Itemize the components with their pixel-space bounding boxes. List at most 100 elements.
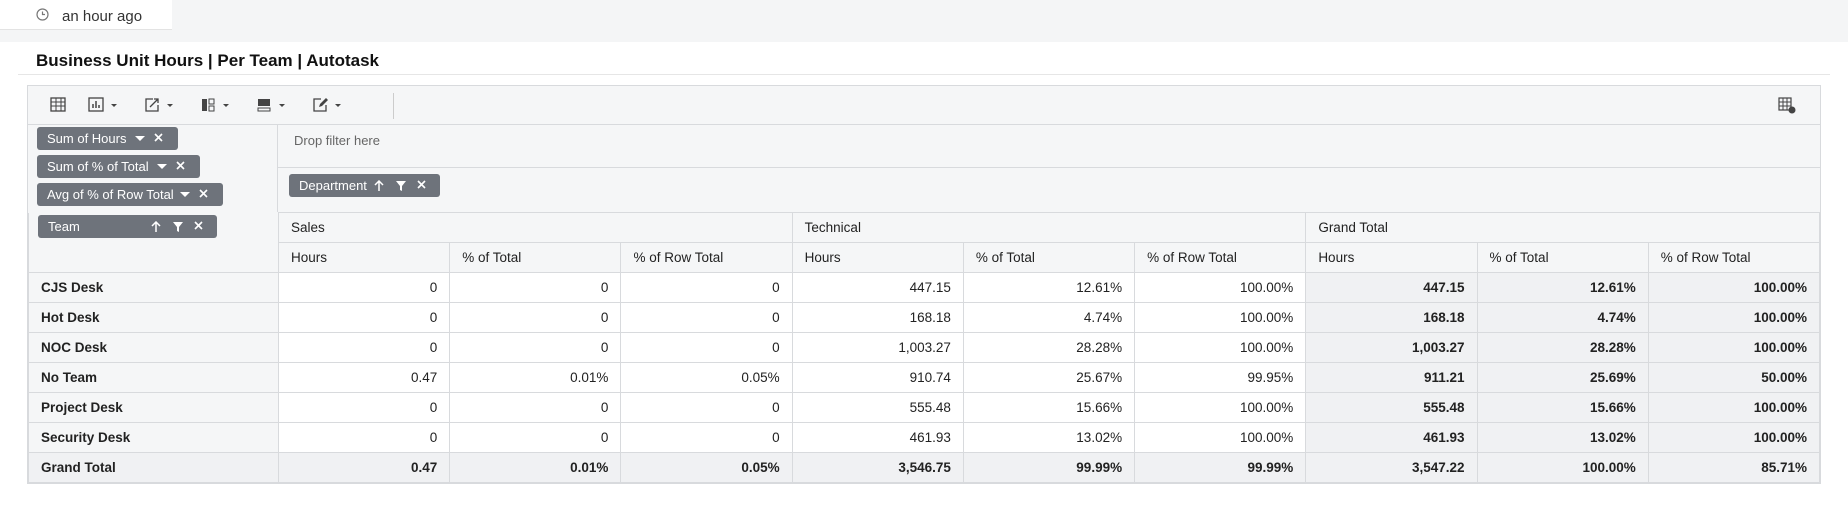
clock-icon (36, 8, 49, 21)
chip-icons (135, 133, 163, 142)
table-row: NOC Desk 0 0 0 1,003.27 28.28% 100.00% 1,003.27… (28, 332, 1821, 363)
column-header: % of Total (962, 242, 1136, 273)
table-row: CJS Desk 0 0 0 447.15 12.61% 100.00% 447.15 12.6… (28, 272, 1821, 303)
divider (18, 74, 1830, 75)
row-label: No Team (28, 362, 279, 393)
row-field-cell: Team (28, 212, 279, 273)
pivot-table: Team Sales Technical Grand Total Hours% of… (28, 212, 1821, 483)
cell: 25.67% (962, 362, 1136, 393)
settings-button[interactable] (1778, 96, 1796, 114)
value-field-chip[interactable]: Sum of % of Total (37, 155, 200, 178)
cell: 1,003.27 (791, 332, 964, 363)
cell: 0.47 (277, 452, 451, 483)
toolbar (28, 86, 1820, 125)
group-header: Grand Total (1305, 212, 1820, 243)
chip-icons (151, 220, 203, 232)
chip-label: Sum of % of Total (47, 159, 149, 174)
row-label: NOC Desk (28, 332, 279, 363)
grid-button[interactable] (50, 96, 66, 114)
edit-button[interactable] (312, 96, 346, 114)
cell: 0 (277, 302, 451, 333)
row-label: Grand Total (28, 452, 279, 483)
column-header: Hours (277, 242, 451, 273)
cell: 13.02% (962, 422, 1136, 453)
row-label: Project Desk (28, 392, 279, 423)
grand-total-row: Grand Total 0.47 0.01% 0.05% 3,546.75 99.99% 9… (28, 452, 1821, 483)
chip-label: Department (299, 178, 367, 193)
column-header: Hours (791, 242, 964, 273)
cell: 0 (277, 422, 451, 453)
cell: 1,003.27 (1305, 332, 1478, 363)
cell: 100.00% (1134, 422, 1307, 453)
cell: 0 (277, 332, 451, 363)
cell: 4.74% (1476, 302, 1649, 333)
cell: 0 (449, 272, 622, 303)
table-body: CJS Desk 0 0 0 447.15 12.61% 100.00% 447.15 12.6… (28, 272, 1821, 483)
cell: 85.71% (1647, 452, 1821, 483)
updated-time: an hour ago (62, 8, 143, 25)
cell: 100.00% (1134, 332, 1307, 363)
row-label: Security Desk (28, 422, 279, 453)
cell: 50.00% (1647, 362, 1821, 393)
cell: 99.99% (962, 452, 1136, 483)
layout-button[interactable] (200, 96, 234, 114)
cell: 100.00% (1134, 272, 1307, 303)
cell: 555.48 (791, 392, 964, 423)
chip-label: Sum of Hours (47, 131, 127, 146)
cell: 100.00% (1476, 452, 1649, 483)
value-field-chip[interactable]: Avg of % of Row Total (37, 183, 223, 206)
cell: 4.74% (962, 302, 1136, 333)
cell: 0 (620, 332, 793, 363)
cell: 0 (620, 392, 793, 423)
cell: 12.61% (962, 272, 1136, 303)
column-field-chip[interactable]: Department (289, 174, 440, 197)
format-button[interactable] (256, 96, 290, 114)
row-field-chip[interactable]: Team (38, 214, 217, 238)
cell: 555.48 (1305, 392, 1478, 423)
cell: 0.01% (449, 452, 622, 483)
cell: 910.74 (791, 362, 964, 393)
cell: 0 (620, 422, 793, 453)
table-row: Hot Desk 0 0 0 168.18 4.74% 100.00% 168.18 4.74%… (28, 302, 1821, 333)
cell: 0.01% (449, 362, 622, 393)
table-row: Security Desk 0 0 0 461.93 13.02% 100.00% 461.9… (28, 422, 1821, 453)
cell: 0.47 (277, 362, 451, 393)
group-header: Sales (278, 212, 793, 243)
export-button[interactable] (144, 96, 178, 114)
chip-label: Team (48, 218, 80, 234)
cell: 28.28% (962, 332, 1136, 363)
table-row: Project Desk 0 0 0 555.48 15.66% 100.00% 555.48… (28, 392, 1821, 423)
group-header: Technical (791, 212, 1307, 243)
cell: 0 (620, 272, 793, 303)
column-header: % of Row Total (620, 242, 793, 273)
column-header: % of Total (1476, 242, 1649, 273)
cell: 100.00% (1647, 422, 1821, 453)
value-field-chip[interactable]: Sum of Hours (37, 127, 178, 150)
cell: 0 (277, 392, 451, 423)
cell: 3,546.75 (791, 452, 964, 483)
cell: 0 (449, 302, 622, 333)
cell: 168.18 (1305, 302, 1478, 333)
row-label: Hot Desk (28, 302, 279, 333)
cell: 0 (620, 302, 793, 333)
column-header: Hours (1305, 242, 1478, 273)
toolbar-separator (393, 93, 394, 119)
cell: 0.05% (620, 452, 793, 483)
cell: 0 (277, 272, 451, 303)
chip-label: Avg of % of Row Total (47, 187, 174, 202)
cell: 15.66% (1476, 392, 1649, 423)
cell: 911.21 (1305, 362, 1478, 393)
chart-button[interactable] (88, 96, 122, 114)
cell: 447.15 (791, 272, 964, 303)
cell: 461.93 (1305, 422, 1478, 453)
cell: 0.05% (620, 362, 793, 393)
filter-placeholder: Drop filter here (294, 133, 380, 148)
top-bar: an hour ago (0, 0, 172, 30)
filter-area[interactable]: Drop filter here (277, 124, 1821, 168)
group-header-row: Team Sales Technical Grand Total (28, 212, 1820, 273)
chip-icons (180, 189, 208, 198)
cell: 13.02% (1476, 422, 1649, 453)
table-row: No Team 0.47 0.01% 0.05% 910.74 25.67% 99.95% 9… (28, 362, 1821, 393)
cell: 3,547.22 (1305, 452, 1478, 483)
